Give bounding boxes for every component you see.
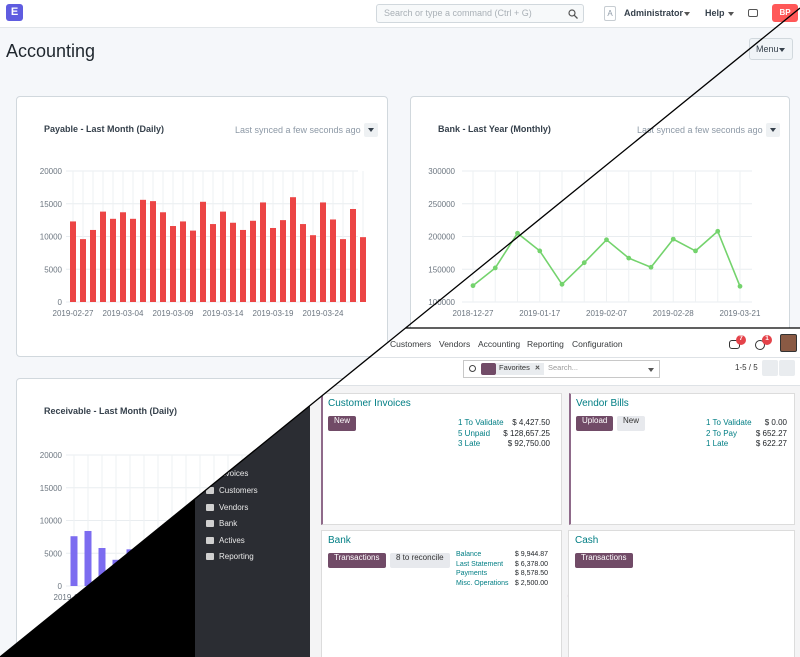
- point: [515, 230, 520, 236]
- card-button[interactable]: Transactions: [575, 553, 633, 568]
- bar: [270, 227, 276, 302]
- bar: [100, 211, 106, 302]
- point: [737, 283, 743, 289]
- dashboard-card: [568, 530, 795, 657]
- bar: [90, 229, 96, 302]
- bar: [120, 212, 126, 302]
- x-tick-label: 2019-02-28: [653, 309, 694, 318]
- stat-amount: $ 0.00: [764, 418, 787, 427]
- point: [670, 236, 676, 242]
- bar: [70, 536, 78, 586]
- y-tick-label: 5000: [44, 265, 62, 274]
- x-tick-label: 2019-03-14: [203, 309, 244, 318]
- point: [537, 248, 543, 254]
- point: [626, 255, 632, 261]
- y-tick-label: 10000: [40, 233, 63, 242]
- y-tick-label: 100000: [428, 298, 455, 307]
- stat-amount: $ 92,750.00: [507, 439, 550, 448]
- bar: [210, 224, 216, 302]
- card-title[interactable]: Bank: [328, 535, 351, 546]
- point: [604, 237, 609, 243]
- bar: [140, 199, 146, 302]
- dashboard-card: [569, 393, 795, 525]
- y-tick-label: 10000: [40, 517, 63, 526]
- point: [581, 260, 587, 266]
- stat-amount: $ 8,578.50: [514, 570, 548, 577]
- y-tick-label: 5000: [44, 549, 62, 558]
- stat-amount: $ 2,500.00: [514, 579, 548, 587]
- card-title[interactable]: Cash: [575, 535, 599, 546]
- point: [693, 248, 698, 254]
- bar: [190, 230, 196, 302]
- y-tick-label: 20000: [40, 167, 63, 176]
- x-tick-label: 2018-12-27: [453, 309, 494, 318]
- bar: [320, 202, 326, 302]
- point: [470, 283, 476, 289]
- dashboard-card: [321, 393, 562, 525]
- y-tick-label: 20000: [40, 451, 63, 460]
- point: [492, 265, 498, 271]
- x-tick-label: 2019-03-04: [103, 309, 144, 318]
- bar: [240, 229, 246, 302]
- bar: [84, 530, 92, 586]
- bar: [250, 220, 256, 302]
- x-tick-label: 2019-02-07: [586, 309, 627, 318]
- x-tick-label: 2019-03-24: [303, 309, 344, 318]
- dashboard-card: [321, 530, 562, 657]
- card-title[interactable]: Vendor Bills: [576, 398, 629, 409]
- stat-amount: $ 6,378.00: [514, 560, 548, 568]
- stat-amount: $ 4,427.50: [512, 418, 550, 427]
- card-button[interactable]: New: [617, 416, 646, 431]
- bar: [360, 237, 366, 302]
- x-tick-label: 2019-01-17: [519, 309, 560, 318]
- y-tick-label: 150000: [428, 265, 455, 274]
- point: [648, 264, 654, 270]
- bar: [290, 197, 296, 302]
- bar: [200, 201, 206, 302]
- card-button[interactable]: Upload: [576, 416, 614, 431]
- bar: [330, 219, 336, 302]
- bar: [220, 211, 226, 302]
- bar: [260, 202, 266, 302]
- bar: [180, 221, 186, 302]
- y-tick-label: 15000: [40, 484, 63, 493]
- bar: [110, 218, 116, 302]
- y-tick-label: 300000: [428, 167, 455, 176]
- y-tick-label: 0: [58, 582, 63, 591]
- y-tick-label: 250000: [428, 200, 455, 209]
- x-tick-label: 2019-03-19: [253, 309, 294, 318]
- point: [715, 228, 721, 234]
- bar: [310, 235, 316, 302]
- x-tick-label: 2019-03-09: [153, 309, 194, 318]
- stat-amount: $ 652.27: [755, 428, 787, 438]
- bar: [230, 222, 236, 302]
- y-tick-label: 15000: [40, 200, 63, 209]
- y-tick-label: 0: [58, 298, 63, 307]
- x-tick-label: 2019-02-27: [53, 309, 94, 318]
- stat-amount: $ 128,657.25: [503, 428, 550, 438]
- y-tick-label: 200000: [428, 233, 455, 242]
- point: [559, 281, 565, 287]
- bar: [130, 218, 136, 302]
- bar: [340, 239, 346, 302]
- card-button[interactable]: 8 to reconcile: [390, 553, 450, 568]
- bar: [170, 226, 176, 302]
- card-button[interactable]: Transactions: [328, 553, 386, 568]
- bar: [160, 212, 166, 302]
- card-title[interactable]: Customer Invoices: [328, 398, 411, 409]
- stat-amount: $ 9,944.87: [514, 551, 548, 558]
- x-tick-label: 2019-03-21: [720, 309, 761, 318]
- card-button[interactable]: New: [328, 416, 357, 431]
- bar: [70, 221, 76, 302]
- bar: [150, 201, 156, 302]
- bar: [350, 208, 356, 302]
- bar: [80, 239, 86, 302]
- bar: [280, 220, 286, 302]
- stat-amount: $ 622.27: [755, 439, 787, 448]
- bar: [300, 224, 306, 302]
